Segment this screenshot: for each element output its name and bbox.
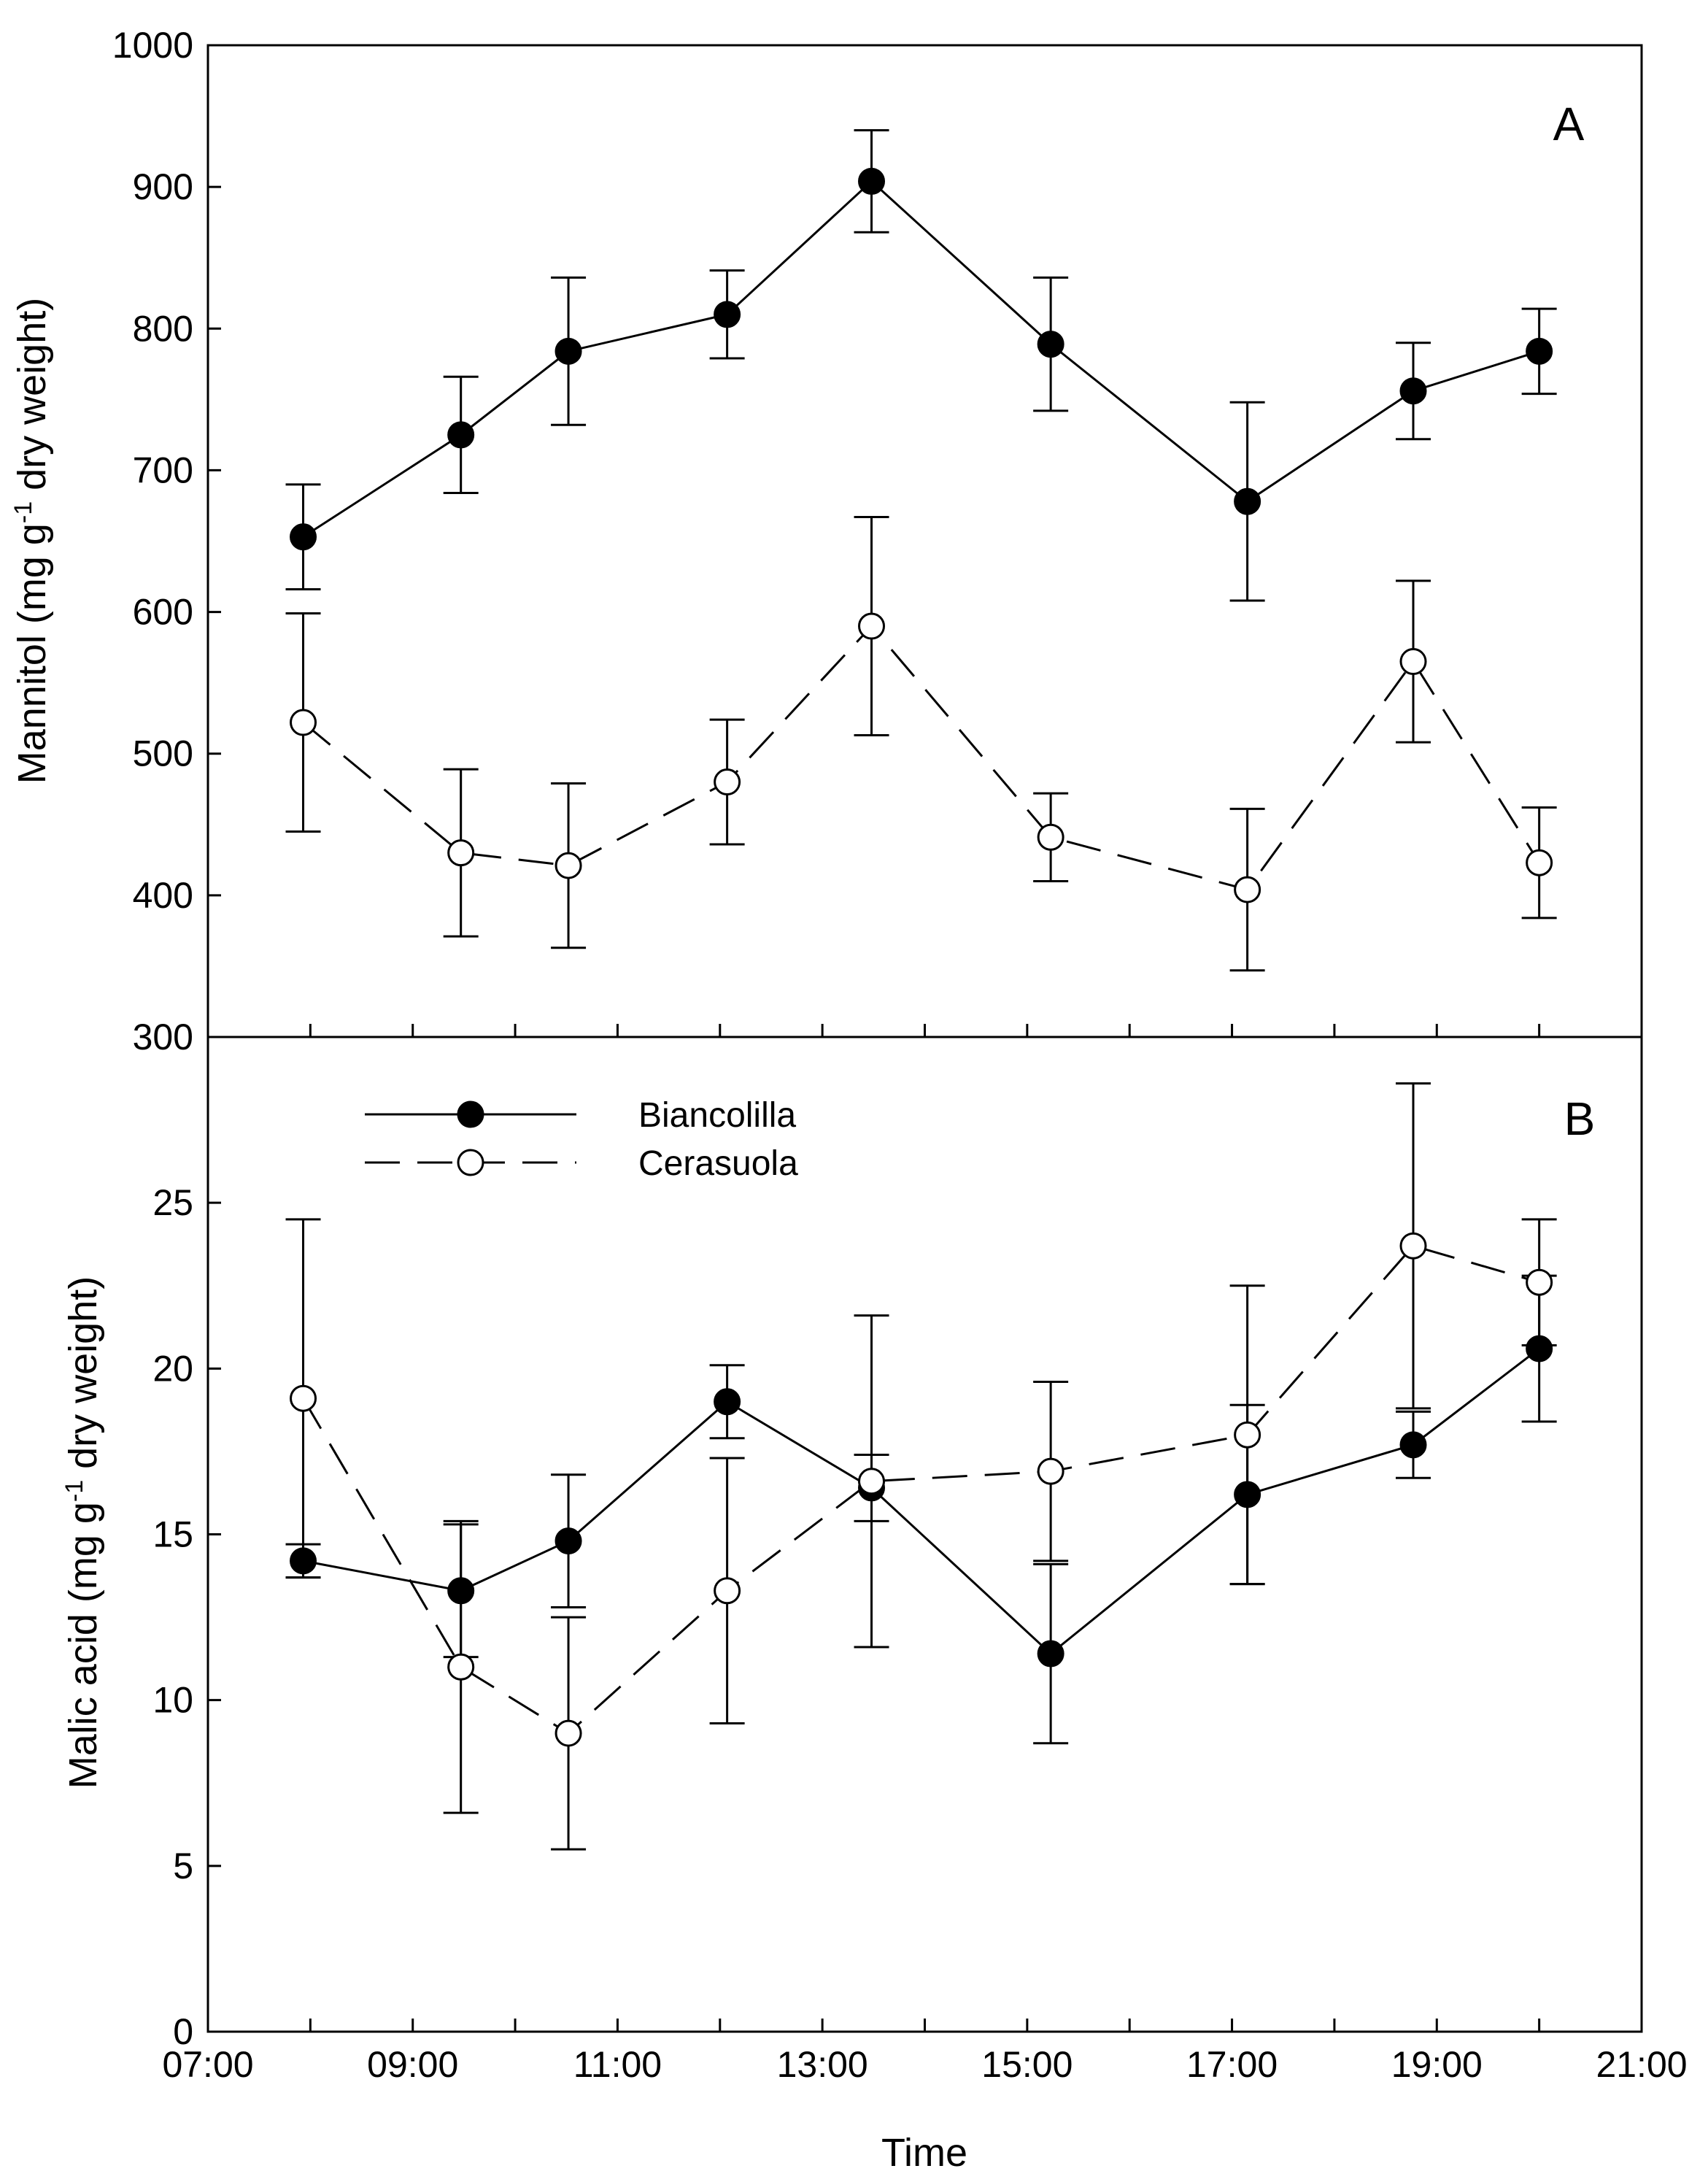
data-point-cerasuola (290, 1384, 317, 1412)
x-tick-label: 19:00 (1391, 2044, 1483, 2085)
data-point-biancolilla (447, 1577, 475, 1605)
panel-a-error-bars (285, 128, 1557, 972)
x-tick-label: 17:00 (1186, 2044, 1278, 2085)
data-point-biancolilla (447, 421, 475, 449)
data-point-biancolilla (290, 1547, 317, 1575)
data-point-cerasuola (1526, 849, 1553, 876)
series-line-cerasuola (302, 1244, 1540, 1735)
panel-a-y-ticks: 300 400 500 600 700 800 900 1000 (112, 25, 221, 1057)
x-tick-label: 15:00 (981, 2044, 1073, 2085)
data-point-biancolilla (1399, 1431, 1427, 1459)
panel-a-y-tick-label: 400 (133, 875, 193, 916)
x-tick-label: 07:00 (162, 2044, 253, 2085)
panel-b-letter: B (1564, 1092, 1596, 1145)
data-point-cerasuola (554, 852, 582, 879)
data-point-biancolilla (858, 167, 886, 195)
data-point-cerasuola (714, 1577, 741, 1605)
panel-a-x-ticks (309, 1024, 1541, 1037)
panel-a-y-tick-label: 1000 (112, 25, 193, 66)
data-point-biancolilla (1234, 1481, 1261, 1508)
panel-b-x-ticks: 07:00 09:00 11:00 13:00 15:00 17:00 19:00 21:00 (162, 2019, 1688, 2085)
data-point-cerasuola (1399, 648, 1427, 676)
panel-a-letter: A (1553, 98, 1585, 150)
data-point-biancolilla (554, 1527, 582, 1555)
panel-b-y-tick-label: 20 (152, 1348, 193, 1389)
legend-entry-cerasuola: Cerasuola (365, 1144, 798, 1183)
data-point-cerasuola (1234, 876, 1261, 903)
data-point-biancolilla (714, 1388, 741, 1416)
x-axis-label: Time (881, 2131, 967, 2175)
x-tick-label: 13:00 (777, 2044, 868, 2085)
panel-b-points (290, 1232, 1553, 1747)
data-point-biancolilla (1037, 331, 1064, 358)
data-point-cerasuola (447, 1653, 475, 1681)
x-tick-label: 11:00 (573, 2044, 662, 2085)
panel-b-y-tick-label: 10 (152, 1680, 193, 1721)
panel-a-y-tick-label: 500 (133, 733, 193, 774)
x-tick-label: 09:00 (367, 2044, 458, 2085)
data-point-cerasuola (447, 839, 475, 867)
series-line-biancolilla (302, 180, 1540, 538)
panel-a-y-tick-label: 700 (133, 450, 193, 490)
data-point-cerasuola (1399, 1232, 1427, 1260)
series-line-biancolilla (303, 1347, 1540, 1656)
data-point-cerasuola (1526, 1268, 1553, 1296)
panel-a-y-tick-label: 900 (133, 166, 193, 207)
data-point-cerasuola (858, 612, 886, 640)
panel-a: 300 400 500 600 700 800 900 1000 A Mannitol (mg… (9, 25, 1643, 1057)
panel-a-y-tick-label: 800 (133, 308, 193, 349)
panel-a-y-axis-label: Mannitol (mg g-1 dry weight) (9, 298, 54, 784)
panel-a-y-tick-label: 300 (133, 1017, 193, 1057)
panel-a-y-axis-label-superscript: -1 (9, 501, 37, 523)
panel-b-y-tick-label: 25 (152, 1182, 193, 1223)
panel-b: 0 5 10 15 20 25 07:00 09:00 11:00 13:00 15:00 17:0… (61, 1036, 1688, 2175)
legend: Biancolilla Cerasuola (365, 1096, 798, 1183)
panel-b-y-ticks: 0 5 10 15 20 25 (152, 1182, 221, 2052)
data-point-cerasuola (1234, 1421, 1261, 1449)
panel-b-y-tick-label: 0 (173, 2011, 193, 2052)
data-point-cerasuola (290, 709, 317, 736)
panel-a-series-lines (302, 180, 1540, 891)
panel-a-y-tick-label: 600 (133, 592, 193, 633)
data-point-biancolilla (554, 337, 582, 365)
panel-b-y-axis-label-superscript: -1 (61, 1480, 88, 1502)
data-point-biancolilla (1526, 337, 1553, 365)
data-point-cerasuola (714, 768, 741, 796)
data-point-biancolilla (1526, 1335, 1553, 1362)
data-point-cerasuola (1037, 823, 1064, 851)
legend-label-cerasuola: Cerasuola (638, 1144, 798, 1183)
data-point-biancolilla (1399, 377, 1427, 405)
panel-b-frame (206, 1036, 1643, 2033)
panel-b-series-lines (302, 1244, 1540, 1735)
data-point-biancolilla (290, 523, 317, 551)
legend-marker-cerasuola (457, 1149, 484, 1176)
data-point-biancolilla (1234, 487, 1261, 515)
panel-b-y-tick-label: 15 (152, 1514, 193, 1555)
panel-b-error-bars (285, 1082, 1557, 1851)
legend-marker-biancolilla (457, 1100, 484, 1128)
legend-label-biancolilla: Biancolilla (638, 1096, 796, 1135)
panel-a-frame (206, 44, 1643, 1038)
data-point-biancolilla (1037, 1640, 1064, 1668)
data-point-cerasuola (1037, 1457, 1064, 1485)
data-point-cerasuola (554, 1719, 582, 1747)
panel-b-y-tick-label: 5 (173, 1846, 193, 1886)
x-tick-label: 21:00 (1596, 2044, 1687, 2085)
panel-a-points (290, 167, 1553, 903)
data-point-cerasuola (858, 1468, 886, 1495)
panel-b-y-axis-label: Malic acid (mg g-1 dry weight) (61, 1276, 105, 1789)
legend-entry-biancolilla: Biancolilla (365, 1096, 796, 1135)
series-line-cerasuola (302, 624, 1540, 891)
data-point-biancolilla (714, 301, 741, 328)
